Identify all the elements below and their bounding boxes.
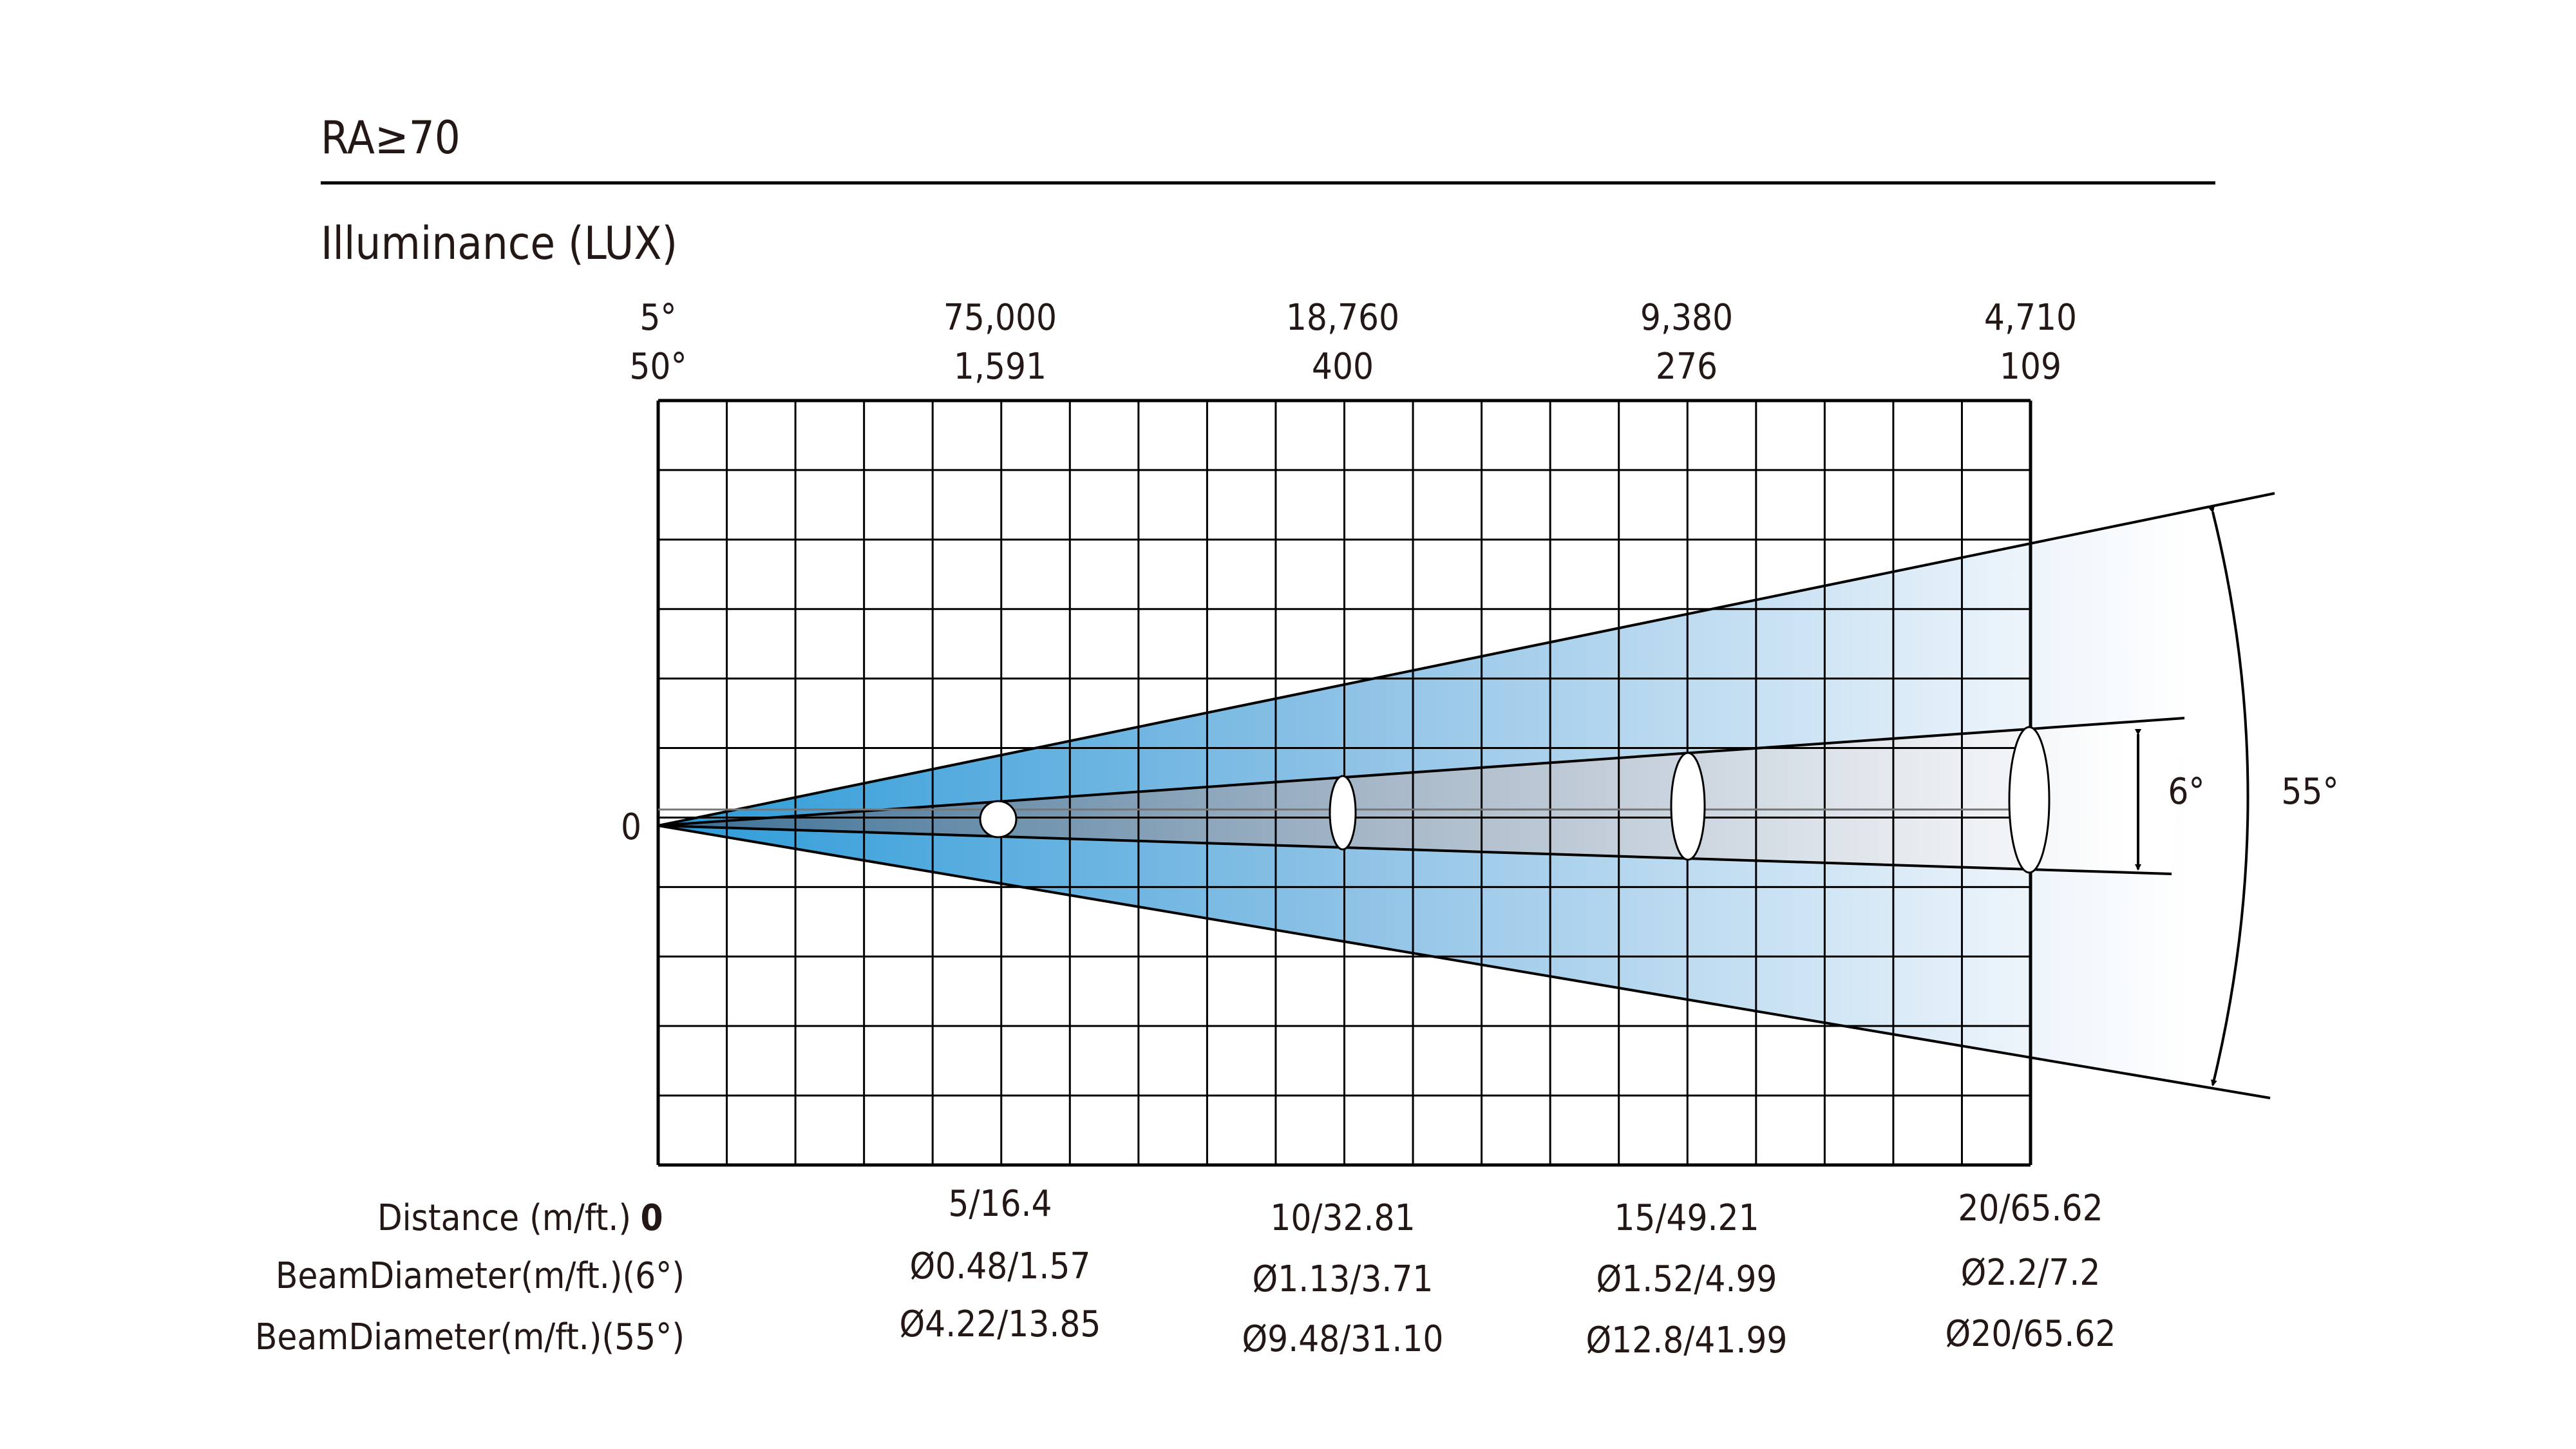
distance-value: 5/16.4 — [948, 1183, 1052, 1225]
narrow-angle-value: 6° — [2168, 771, 2204, 813]
beam55-value: Ø20/65.62 — [1946, 1313, 2116, 1355]
distance-value: 20/65.62 — [1958, 1188, 2103, 1229]
lux-wide: 400 — [1312, 346, 1374, 388]
narrow-beam — [658, 718, 2184, 874]
wide-angle-value: 55° — [2281, 771, 2338, 813]
subtitle: Illuminance (LUX) — [321, 217, 677, 270]
lux-narrow: 75,000 — [943, 297, 1057, 339]
lux-wide: 109 — [2000, 346, 2061, 388]
beam55-label: BeamDiameter(m/ft.)(55°) — [255, 1316, 685, 1358]
origin-label: 0 — [621, 806, 641, 848]
spot-ellipse-20m — [2008, 726, 2050, 874]
spot-ellipse-10m — [1329, 775, 1357, 851]
beam6-label: BeamDiameter(m/ft.)(6°) — [276, 1255, 685, 1297]
beam55-value: Ø9.48/31.10 — [1242, 1318, 1444, 1360]
distance-start: 0 — [640, 1197, 663, 1239]
beam55-value: Ø4.22/13.85 — [900, 1303, 1101, 1345]
spot-ellipse-5m — [979, 800, 1018, 838]
beam6-value: Ø2.2/7.2 — [1961, 1252, 2101, 1294]
beam6-value: Ø0.48/1.57 — [910, 1245, 1091, 1287]
lux-wide: 1,591 — [954, 346, 1046, 388]
distance-value: 10/32.81 — [1270, 1197, 1415, 1239]
wide-beam-top-edge — [658, 492, 2275, 827]
distance-value: 15/49.21 — [1614, 1197, 1759, 1239]
narrow-angle-label: 5° — [639, 297, 676, 339]
wide-beam-bottom-edge — [658, 824, 2271, 1099]
beam6-value: Ø1.13/3.71 — [1253, 1258, 1434, 1300]
beam55-value: Ø12.8/41.99 — [1586, 1320, 1788, 1361]
lux-narrow: 4,710 — [1984, 297, 2077, 339]
lux-narrow: 9,380 — [1640, 297, 1733, 339]
wide-angle-label: 50° — [629, 346, 687, 388]
narrow-beam-top-edge — [658, 717, 2185, 827]
wide-angle-arrow — [2208, 506, 2249, 1086]
spot-ellipse-15m — [1670, 752, 1706, 861]
lux-wide: 276 — [1656, 346, 1718, 388]
title: RA≥70 — [321, 111, 460, 164]
distance-label: Distance (m/ft.) — [377, 1197, 631, 1239]
beam6-value: Ø1.52/4.99 — [1596, 1258, 1777, 1300]
narrow-beam-bottom-edge — [658, 824, 2172, 875]
lux-narrow: 18,760 — [1286, 297, 1399, 339]
